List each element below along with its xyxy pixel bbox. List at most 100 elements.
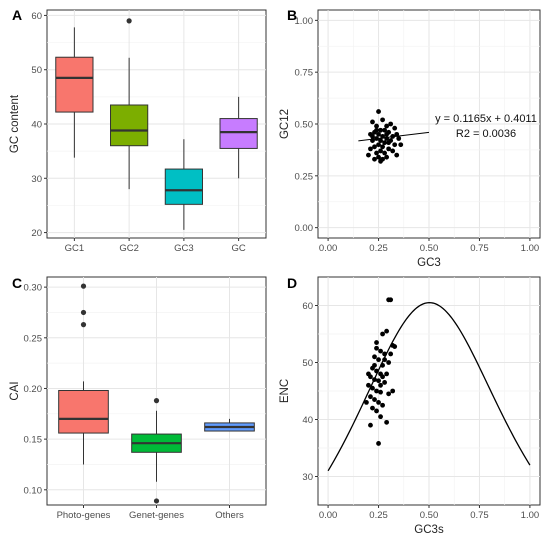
scatter-points (364, 297, 398, 446)
y-tick-label: 50 (31, 65, 42, 76)
scatter-point (378, 148, 383, 154)
y-tick-label: 30 (302, 472, 313, 483)
outlier-point (153, 398, 160, 404)
scatter-point (372, 397, 377, 402)
x-tick-label: 1.00 (521, 243, 540, 254)
outlier-point (80, 309, 87, 316)
box-body (219, 118, 258, 149)
panel-letter-b: B (287, 7, 297, 23)
scatter-point (382, 140, 387, 146)
scatter-point (378, 127, 383, 133)
scatter-point (380, 402, 385, 408)
x-tick-label: Others (215, 510, 244, 521)
panel-letter-a: A (12, 7, 22, 23)
scatter-point (382, 127, 387, 133)
scatter-point (384, 154, 390, 160)
scatter-point (382, 357, 387, 363)
scatter-point (374, 368, 379, 374)
scatter-point (386, 146, 392, 152)
y-tick-label: 0.75 (295, 68, 314, 79)
x-tick-label: 0.00 (319, 243, 338, 254)
scatter-point (374, 340, 379, 345)
box-body (58, 389, 109, 434)
scatter-point (366, 371, 371, 377)
scatter-point (382, 380, 387, 385)
scatter-point (378, 348, 383, 354)
scatter-point (374, 388, 379, 394)
panel-d: 0.00 0.25 0.50 0.75 1.00 30 40 50 60 ENC GC3s D (279, 275, 541, 536)
scatter-point (368, 422, 373, 428)
scatter-point (370, 385, 375, 391)
x-axis-title: GC3s (414, 524, 444, 536)
scatter-point (370, 134, 375, 139)
y-tick-label: 0.30 (24, 283, 43, 294)
scatter-point (376, 378, 381, 384)
scatter-point (376, 131, 381, 137)
x-tick-label: 0.25 (369, 243, 388, 254)
expected-enc-curve (327, 301, 531, 472)
scatter-point (376, 142, 381, 148)
outlier-point (80, 322, 87, 328)
x-tick-label: GC1 (65, 243, 85, 254)
scatter-point (374, 345, 379, 351)
y-axis-title: GC12 (279, 109, 291, 139)
panel-a: 20 30 40 50 60 GC1 GC2 GC3 GC GC content A (9, 7, 267, 254)
x-tick-label: GC3 (174, 243, 194, 254)
x-axis-title: GC3 (417, 257, 441, 269)
box-body (164, 168, 203, 205)
y-tick-label: 0.20 (24, 384, 43, 395)
scatter-point (376, 357, 381, 363)
scatter-points (366, 109, 404, 164)
y-tick-label: 40 (302, 415, 313, 426)
y-tick-label: 0.25 (295, 171, 314, 182)
scatter-point (378, 389, 383, 395)
y-tick-label: 60 (302, 301, 313, 312)
scatter-point (390, 148, 396, 154)
x-tick-label: 0.75 (470, 510, 489, 521)
box-gc3 (164, 139, 203, 230)
scatter-point (380, 117, 385, 123)
y-tick-label: 30 (31, 174, 42, 185)
scatter-point (376, 109, 381, 114)
scatter-point (370, 405, 375, 411)
scatter-point (370, 119, 375, 125)
scatter-point (372, 377, 377, 382)
scatter-point (398, 142, 404, 148)
scatter-point (378, 138, 383, 143)
box-photo-genes (58, 283, 109, 465)
scatter-point (390, 388, 396, 394)
panel-b: 0.00 0.25 0.50 0.75 1.00 0.00 0.25 0.50 0.75 1.00… (279, 7, 541, 269)
scatter-point (374, 127, 379, 133)
scatter-point (372, 354, 377, 360)
y-axis-title: ENC (279, 379, 291, 403)
scatter-point (376, 441, 381, 446)
panel-letter-d: D (287, 275, 297, 291)
scatter-point (386, 140, 392, 146)
scatter-point (388, 297, 394, 303)
scatter-point (374, 150, 379, 156)
x-tick-label: Genet-genes (129, 510, 184, 521)
scatter-point (380, 331, 385, 337)
scatter-point (378, 414, 383, 420)
scatter-point (386, 360, 392, 365)
scatter-point (372, 362, 377, 368)
scatter-point (392, 142, 398, 148)
scatter-point (380, 362, 385, 368)
r-squared-label: R2 = 0.0036 (456, 128, 516, 140)
scatter-point (392, 125, 398, 131)
box-gc2 (110, 18, 149, 190)
regression-line (358, 131, 430, 142)
scatter-point (364, 400, 369, 405)
scatter-point (368, 146, 373, 152)
scatter-point (382, 150, 387, 156)
y-tick-label: 60 (31, 11, 42, 22)
scatter-point (374, 408, 379, 414)
scatter-point (388, 121, 394, 127)
scatter-point (384, 371, 390, 377)
y-tick-label: 0.15 (24, 435, 43, 446)
scatter-point (378, 158, 383, 164)
box-others (204, 418, 255, 432)
y-tick-label: 0.00 (295, 223, 314, 234)
y-tick-label: 1.00 (295, 16, 314, 27)
y-tick-label: 50 (302, 358, 313, 369)
